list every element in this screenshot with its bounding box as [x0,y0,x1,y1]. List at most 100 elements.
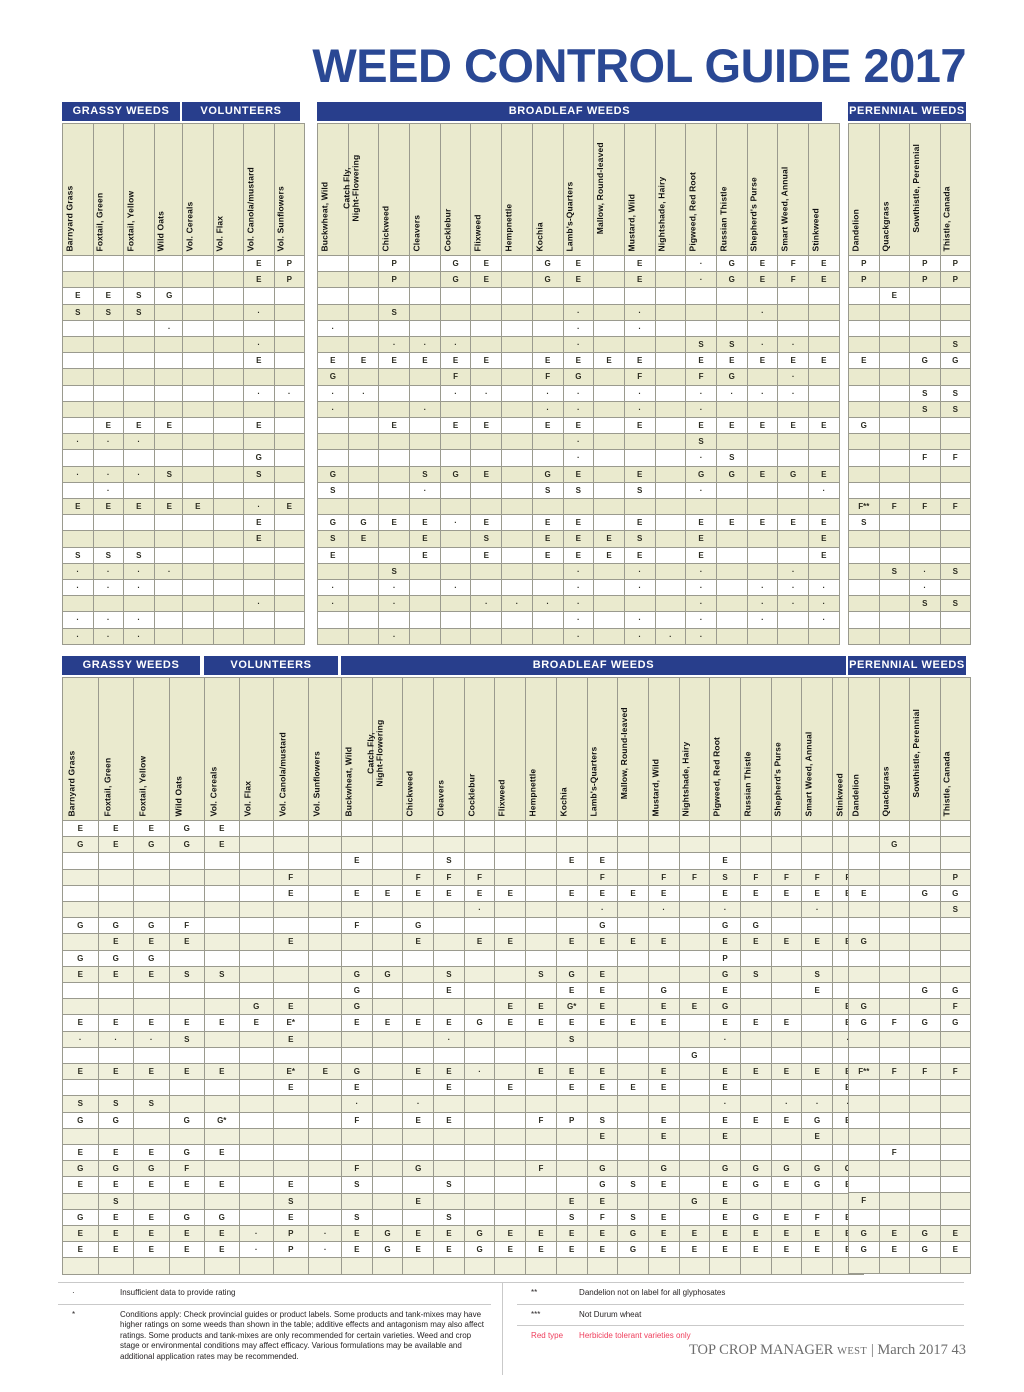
rating-cell [555,836,588,854]
rating-cell: · [243,497,275,516]
column-header-pigweed-red-root[interactable]: Pigweed, Red Root [709,677,741,821]
column-header-nightshade-hairy[interactable]: Nightshade, Hairy [678,677,711,821]
column-header-cleavers[interactable]: Cleavers [433,677,465,821]
column-header-thistle-canada[interactable]: Thistle, Canada [939,677,971,821]
column-header-russian-thistle[interactable]: Russian Thistle [715,123,748,256]
rating-cell: S [939,562,971,580]
column-header-vol-canola-mustard[interactable]: Vol. Canola/mustard [273,677,309,821]
column-header-nightshade-hairy[interactable]: Nightshade, Hairy [654,123,687,256]
column-header-catch-fly-night-flowering[interactable]: Catch Fly, Night-Flowering [341,123,380,256]
column-header-dandelion[interactable]: Dandelion [848,123,880,256]
rating-cell [623,595,656,613]
column-header-kochia[interactable]: Kochia [555,677,588,821]
column-header-thistle-canada[interactable]: Thistle, Canada [939,123,971,256]
column-header-flixweed[interactable]: Flixweed [494,677,527,821]
column-header-vol-flax[interactable]: Vol. Flax [212,123,244,256]
rating-cell [739,819,772,838]
rating-cell [182,627,214,645]
column-header-cocklebur[interactable]: Cocklebur [463,677,496,821]
rating-cell [909,949,941,967]
rating-cell [878,852,910,870]
rating-cell [909,1046,941,1064]
column-header-mallow-round-leaved[interactable]: Mallow, Round-leaved [617,677,649,821]
column-header-smart-weed-annual[interactable]: Smart Weed, Annual [801,677,833,821]
column-header-foxtail-yellow[interactable]: Foxtail, Yellow [133,677,170,821]
rating-cell [739,981,772,1000]
column-header-vol-cereals[interactable]: Vol. Cereals [204,677,240,821]
column-header-hempnettle[interactable]: Hempnettle [525,677,557,821]
rating-cell: · [709,1095,741,1113]
column-header-quackgrass[interactable]: Quackgrass [878,123,910,256]
table-row: E [182,514,305,532]
rating-cell: E [62,497,94,516]
rating-cell [593,562,625,581]
column-header-hempnettle[interactable]: Hempnettle [501,123,533,256]
column-header-shepherd-s-purse[interactable]: Shepherd's Purse [770,677,803,821]
column-header-pigweed-red-root[interactable]: Pigweed, Red Root [685,123,717,256]
rating-cell [801,1079,833,1097]
column-header-wild-oats[interactable]: Wild Oats [153,123,185,256]
rating-cell [341,1144,373,1162]
column-header-lamb-s-quarters[interactable]: Lamb's-Quarters [562,123,595,256]
rating-cell: E [133,819,170,838]
column-header-smart-weed-annual[interactable]: Smart Weed, Annual [777,123,809,256]
rating-cell: E [470,254,503,273]
rating-cell: G [97,1111,134,1129]
column-header-cleavers[interactable]: Cleavers [409,123,441,256]
rating-cell [654,465,687,483]
column-header-shepherd-s-purse[interactable]: Shepherd's Purse [746,123,779,256]
rating-cell [848,433,880,451]
column-header-lamb-s-quarters[interactable]: Lamb's-Quarters [586,677,619,821]
rating-cell [347,562,380,581]
column-header-barnyard-grass[interactable]: Barnyard Grass [62,677,99,821]
column-header-foxtail-green[interactable]: Foxtail, Green [92,123,124,256]
rating-cell [525,1095,557,1113]
column-header-mustard-wild[interactable]: Mustard, Wild [623,123,656,256]
column-header-stinkweed[interactable]: Stinkweed [808,123,840,256]
rating-cell: G [133,917,170,935]
column-header-russian-thistle[interactable]: Russian Thistle [739,677,772,821]
column-header-vol-sunflowers[interactable]: Vol. Sunflowers [273,123,305,256]
column-header-catch-fly-night-flowering[interactable]: Catch Fly, Night-Flowering [365,677,404,821]
column-header-cocklebur[interactable]: Cocklebur [439,123,472,256]
column-header-sowthistle-perennial[interactable]: Sowthistle, Perennial [909,677,941,821]
rating-cell [654,335,687,354]
rating-cell [307,1176,343,1194]
column-header-chickweed[interactable]: Chickweed [402,677,435,821]
column-header-vol-cereals[interactable]: Vol. Cereals [182,123,214,256]
column-header-foxtail-yellow[interactable]: Foxtail, Yellow [123,123,155,256]
rating-cell [678,1014,711,1032]
rating-cell [770,1079,803,1097]
rating-cell [378,465,411,483]
column-header-dandelion[interactable]: Dandelion [848,677,880,821]
column-header-barnyard-grass[interactable]: Barnyard Grass [62,123,94,256]
column-header-mustard-wild[interactable]: Mustard, Wild [647,677,680,821]
column-header-vol-canola-mustard[interactable]: Vol. Canola/mustard [243,123,275,256]
rating-cell: G [909,1014,941,1032]
column-header-wild-oats[interactable]: Wild Oats [168,677,205,821]
rating-cell: E [770,1014,803,1032]
column-header-quackgrass[interactable]: Quackgrass [878,677,910,821]
rating-cell: E [402,1111,435,1129]
column-header-vol-sunflowers[interactable]: Vol. Sunflowers [307,677,343,821]
rating-cell [909,1143,941,1162]
column-header-kochia[interactable]: Kochia [531,123,564,256]
rating-cell [593,579,625,597]
rating-cell: E [347,530,380,548]
column-header-buckwheat-wild[interactable]: Buckwheat, Wild [317,123,349,256]
column-header-chickweed[interactable]: Chickweed [378,123,411,256]
column-header-flixweed[interactable]: Flixweed [470,123,503,256]
rating-cell [182,384,214,402]
rating-cell: E [182,497,214,516]
rating-cell: · [92,578,124,597]
rating-cell [62,933,99,951]
column-header-sowthistle-perennial[interactable]: Sowthistle, Perennial [909,123,941,256]
column-header-vol-flax[interactable]: Vol. Flax [238,677,274,821]
rating-cell [204,1160,240,1178]
rating-cell: E [709,1225,741,1243]
column-header-foxtail-green[interactable]: Foxtail, Green [97,677,134,821]
column-header-mallow-round-leaved[interactable]: Mallow, Round-leaved [593,123,625,256]
column-header-buckwheat-wild[interactable]: Buckwheat, Wild [341,677,373,821]
